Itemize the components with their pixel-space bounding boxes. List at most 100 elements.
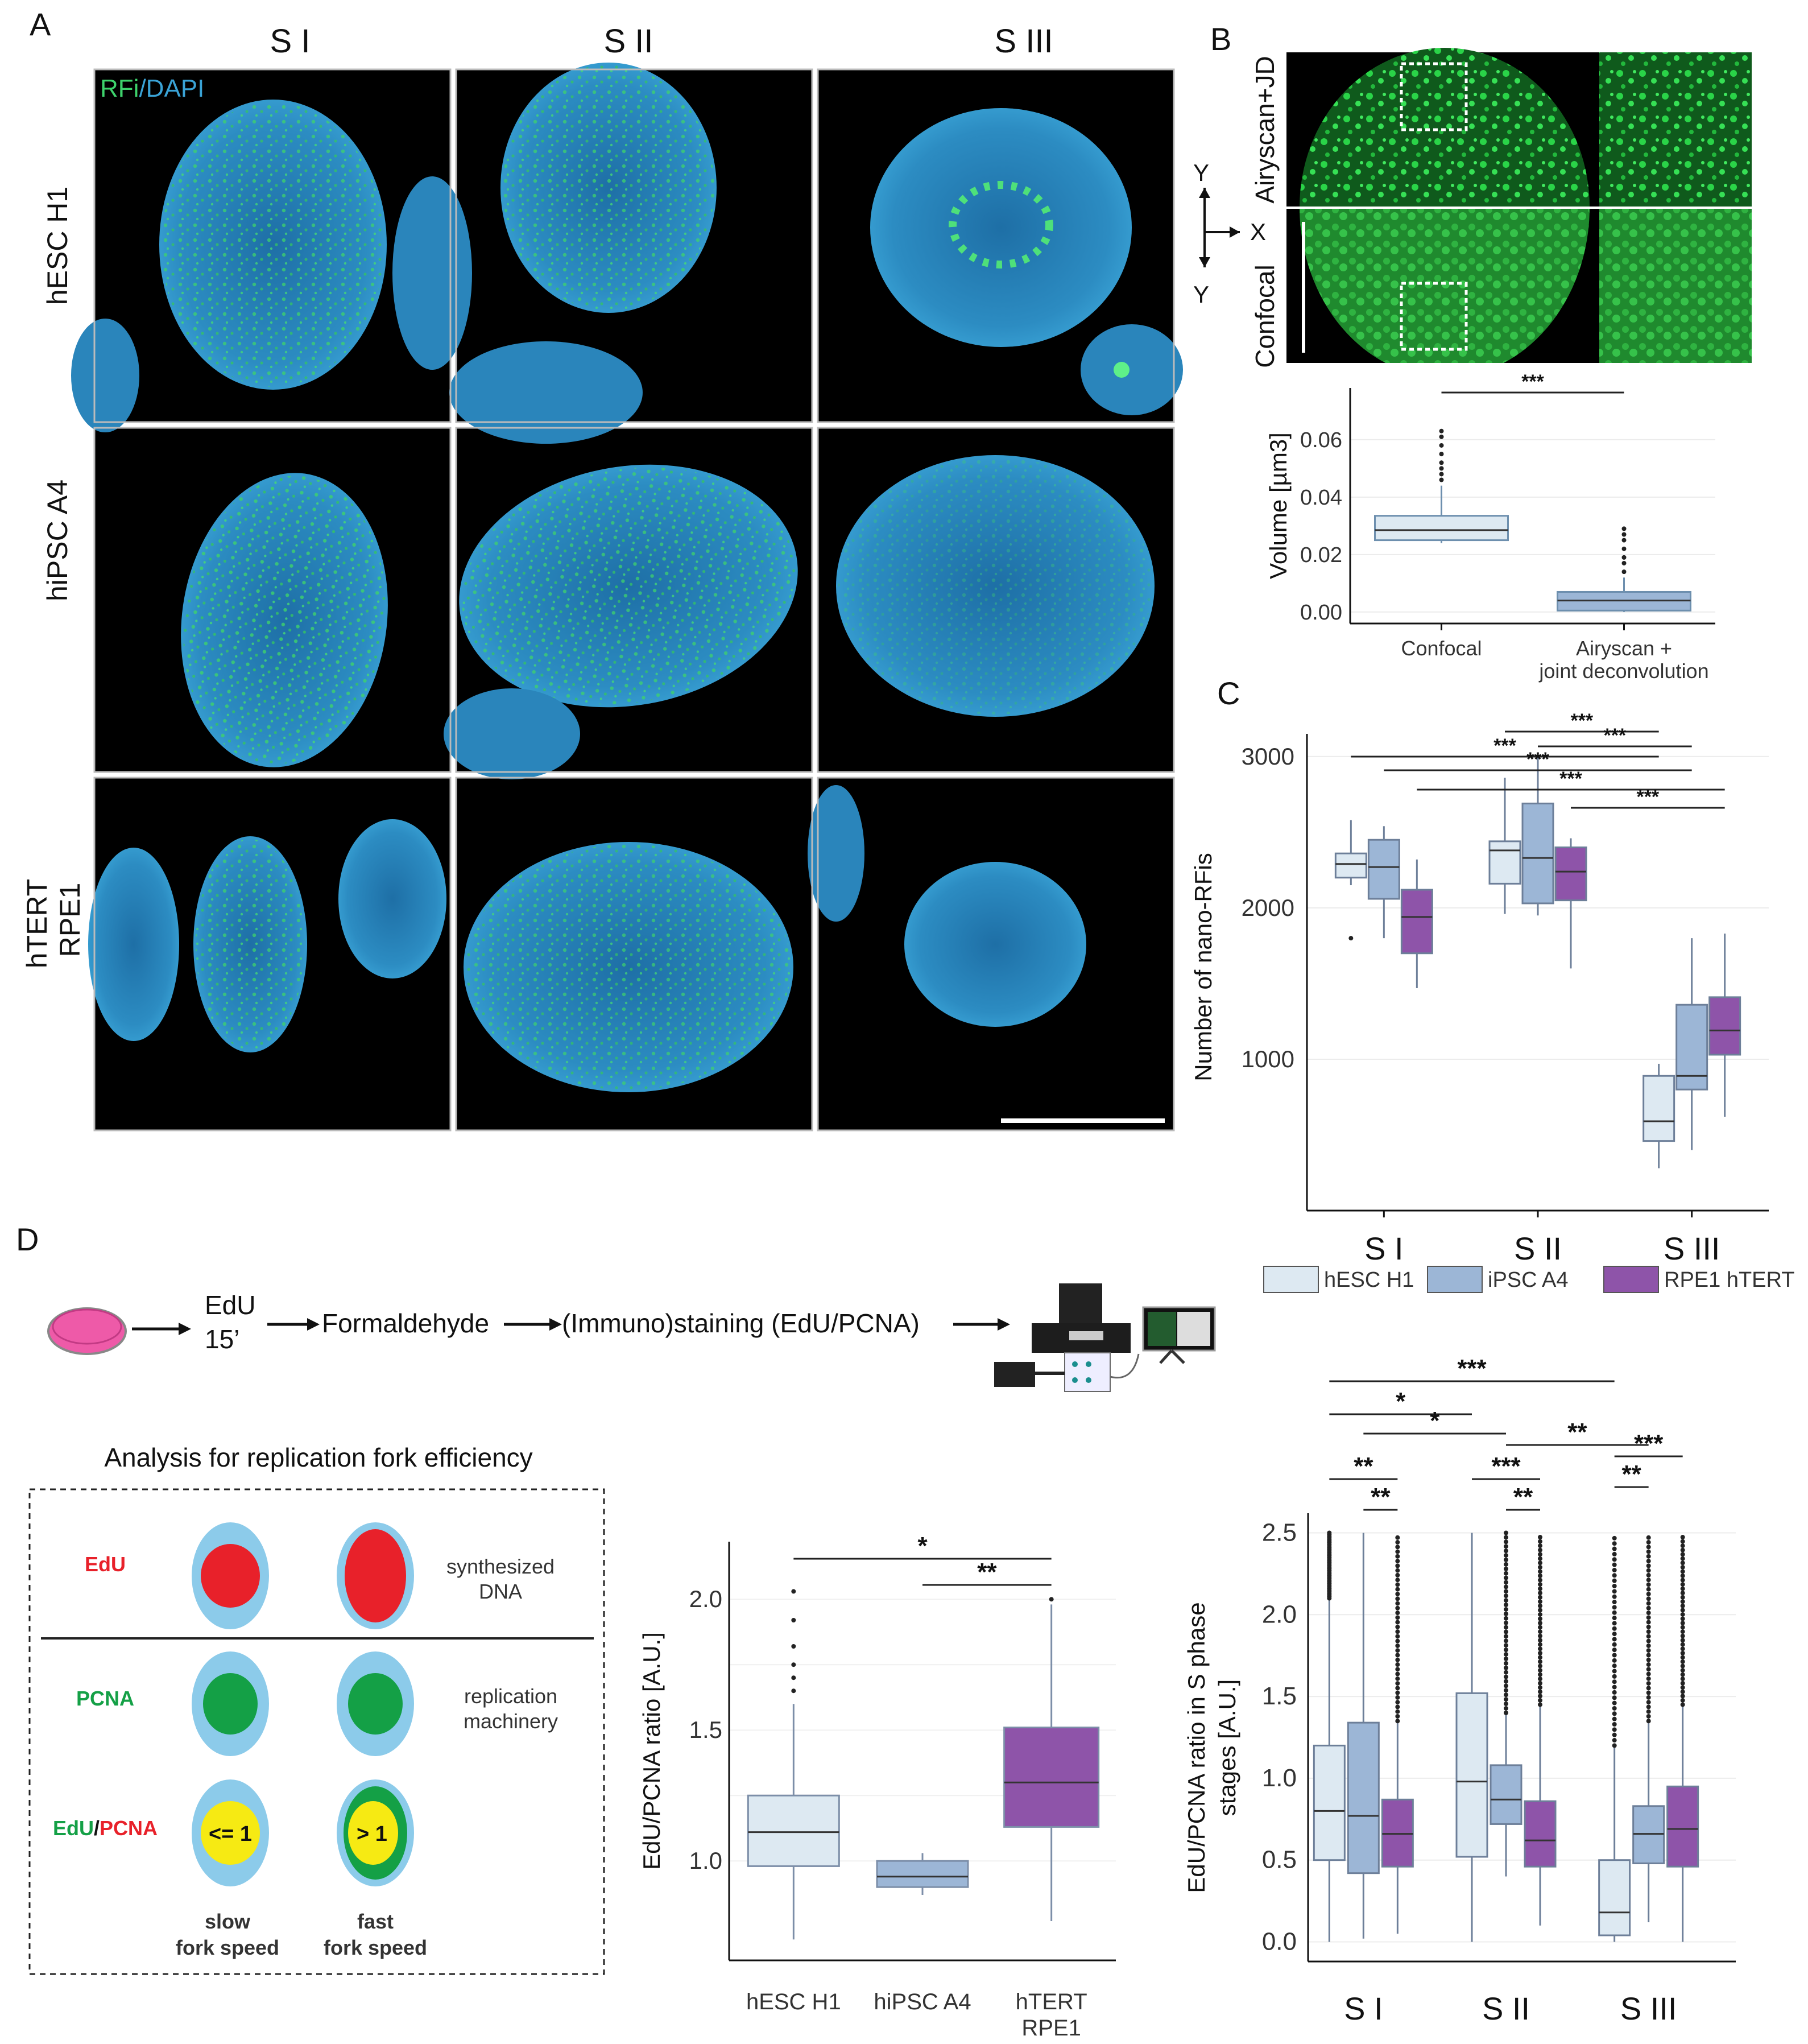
outlier-point xyxy=(1680,1677,1685,1682)
outlier-point xyxy=(1646,1657,1651,1662)
outlier-point xyxy=(1538,1547,1542,1552)
legend-label: iPSC A4 xyxy=(1488,1268,1569,1292)
box xyxy=(1598,1859,1631,1936)
box xyxy=(1455,1692,1488,1858)
outlier-point xyxy=(1538,1638,1542,1643)
box xyxy=(1490,1764,1522,1825)
outlier-point xyxy=(1646,1559,1651,1564)
workflow: EdU 15’ Formaldehyde (Immuno)staining (E… xyxy=(47,1283,1216,1392)
box xyxy=(1488,840,1521,885)
outlier-point xyxy=(1680,1650,1685,1655)
chart-b-volume: 0.00 0.02 0.04 0.06 Confocal Airyscan +joint … xyxy=(1265,371,1715,683)
box xyxy=(1675,1004,1708,1091)
outlier-point xyxy=(1504,1643,1508,1648)
outlier-point xyxy=(1646,1611,1651,1616)
schema-ratio-pcna: PCNA xyxy=(100,1816,158,1840)
outlier-point xyxy=(1504,1584,1508,1589)
outlier-point xyxy=(1680,1646,1685,1651)
outlier-point xyxy=(1395,1638,1400,1644)
outlier-point xyxy=(1439,477,1444,482)
outlier-point xyxy=(1504,1665,1508,1670)
x-tick-label: hTERT xyxy=(1016,1989,1087,2014)
nucleus xyxy=(808,785,864,922)
outlier-point xyxy=(1646,1545,1651,1550)
outlier-point xyxy=(1646,1662,1651,1667)
x-tick-label: hESC H1 xyxy=(746,1989,841,2014)
rfi-foci xyxy=(462,467,795,705)
outlier-point xyxy=(1646,1620,1651,1625)
outlier-point xyxy=(1504,1683,1508,1688)
arrow-icon xyxy=(549,1318,562,1331)
column-label-s2: S II xyxy=(603,23,653,60)
outlier-point xyxy=(1504,1593,1508,1599)
schema-repl-2: machinery xyxy=(464,1709,558,1733)
outlier-point xyxy=(1504,1530,1508,1535)
rfi-foci xyxy=(196,839,305,1050)
significance-label: *** xyxy=(1570,710,1593,732)
outlier-point xyxy=(1395,1648,1400,1653)
outlier-point xyxy=(1504,1535,1508,1540)
outlier-point xyxy=(1646,1704,1651,1709)
outlier-point xyxy=(1612,1551,1617,1556)
box xyxy=(1666,1785,1699,1868)
outlier-point xyxy=(1395,1535,1400,1540)
outlier-point xyxy=(1646,1690,1651,1695)
outlier-point xyxy=(1646,1568,1651,1573)
outlier-point xyxy=(1646,1572,1651,1578)
outlier-point xyxy=(1646,1596,1651,1601)
outlier-point xyxy=(1646,1671,1651,1677)
outlier-point xyxy=(1395,1704,1400,1709)
outlier-point xyxy=(1646,1554,1651,1559)
outlier-point xyxy=(1646,1549,1651,1554)
y-tick-label: 1.0 xyxy=(1262,1764,1297,1792)
outlier-point xyxy=(1680,1574,1685,1579)
outlier-point xyxy=(1538,1655,1542,1660)
outlier-point xyxy=(1538,1603,1542,1608)
pcna-signal xyxy=(348,1673,403,1735)
schema-ratio-label: EdU/PCNA xyxy=(53,1816,158,1840)
x-tick-label: S I xyxy=(1364,1230,1403,1266)
outlier-point xyxy=(1612,1669,1617,1674)
outlier-point xyxy=(1646,1591,1651,1596)
outlier-point xyxy=(1538,1560,1542,1566)
nucleus xyxy=(449,341,643,444)
edu-signal-large xyxy=(345,1529,406,1622)
y-tick-label: 3000 xyxy=(1242,743,1294,770)
panel-a-letter: A xyxy=(30,6,51,42)
outlier-point xyxy=(1612,1637,1617,1642)
outlier-point xyxy=(1395,1559,1400,1564)
outlier-point xyxy=(1646,1686,1651,1691)
outlier-point xyxy=(1612,1716,1617,1721)
outlier-point xyxy=(1612,1600,1617,1605)
outlier-point xyxy=(1538,1698,1542,1703)
confocal-zoom xyxy=(1599,208,1752,363)
outlier-point xyxy=(1538,1556,1542,1561)
ratio-high-text: > 1 xyxy=(357,1822,387,1846)
outlier-point xyxy=(1680,1556,1685,1561)
culture-dish-icon xyxy=(47,1307,127,1355)
outlier-point xyxy=(1680,1621,1685,1626)
outlier-point xyxy=(1612,1695,1617,1700)
outlier-point xyxy=(1395,1545,1400,1550)
outlier-point xyxy=(1504,1575,1508,1580)
outlier-point xyxy=(1646,1653,1651,1658)
outlier-point xyxy=(1646,1700,1651,1705)
outlier-point xyxy=(1646,1624,1651,1629)
outlier-point xyxy=(1395,1690,1400,1695)
panel-b-letter: B xyxy=(1210,21,1231,57)
legend-swatch xyxy=(1427,1266,1483,1293)
outlier-point xyxy=(1646,1629,1651,1634)
outlier-point xyxy=(1680,1535,1685,1540)
significance-label: *** xyxy=(1491,1452,1521,1480)
airyscan-zoom xyxy=(1599,52,1752,207)
culture-dish-rim xyxy=(52,1308,122,1345)
significance-label: *** xyxy=(1526,749,1549,770)
outlier-point xyxy=(1395,1634,1400,1639)
schema-repl-1: replication xyxy=(464,1684,557,1708)
y-tick-label: 0.06 xyxy=(1300,428,1342,452)
outlier-point xyxy=(1680,1591,1685,1596)
outlier-point xyxy=(791,1688,796,1694)
outlier-point xyxy=(1504,1566,1508,1571)
outlier-point xyxy=(1538,1689,1542,1694)
